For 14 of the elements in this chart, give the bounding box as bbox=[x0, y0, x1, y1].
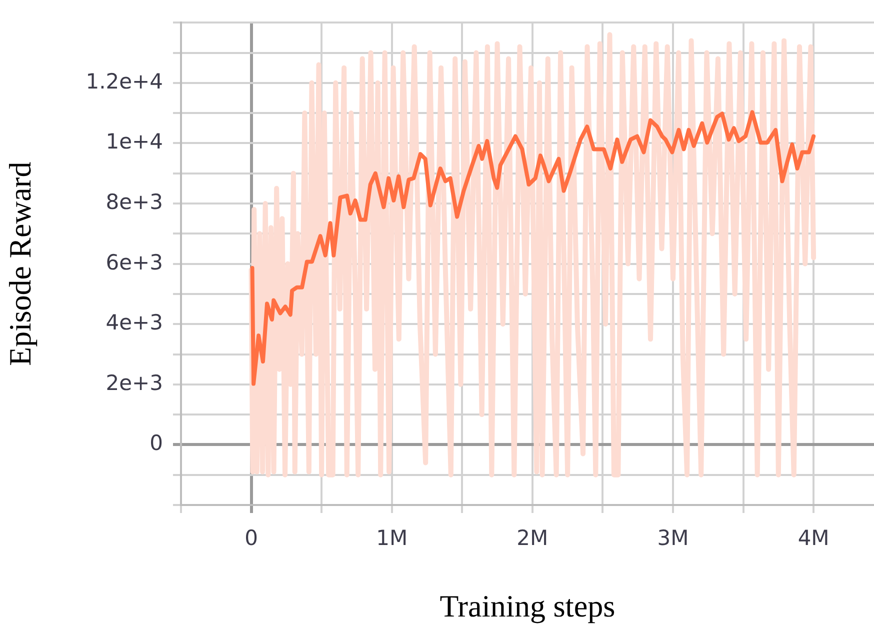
x-axis-title: Training steps bbox=[440, 588, 616, 624]
y-tick-label: 1e+4 bbox=[106, 130, 163, 154]
x-tick-label: 4M bbox=[798, 526, 830, 550]
y-tick-label: 0 bbox=[150, 431, 163, 456]
x-tick-label: 0 bbox=[244, 526, 258, 550]
y-tick-label: 6e+3 bbox=[106, 250, 163, 274]
y-tick-label: 1.2e+4 bbox=[86, 69, 163, 94]
y-axis-title: Episode Reward bbox=[2, 161, 38, 366]
y-tick-label: 4e+3 bbox=[106, 310, 163, 335]
x-tick-label: 3M bbox=[657, 526, 689, 550]
y-tick-label: 8e+3 bbox=[106, 190, 163, 214]
x-tick-label: 1M bbox=[376, 526, 408, 550]
x-tick-label: 2M bbox=[516, 526, 548, 550]
y-tick-label: 2e+3 bbox=[106, 370, 163, 395]
